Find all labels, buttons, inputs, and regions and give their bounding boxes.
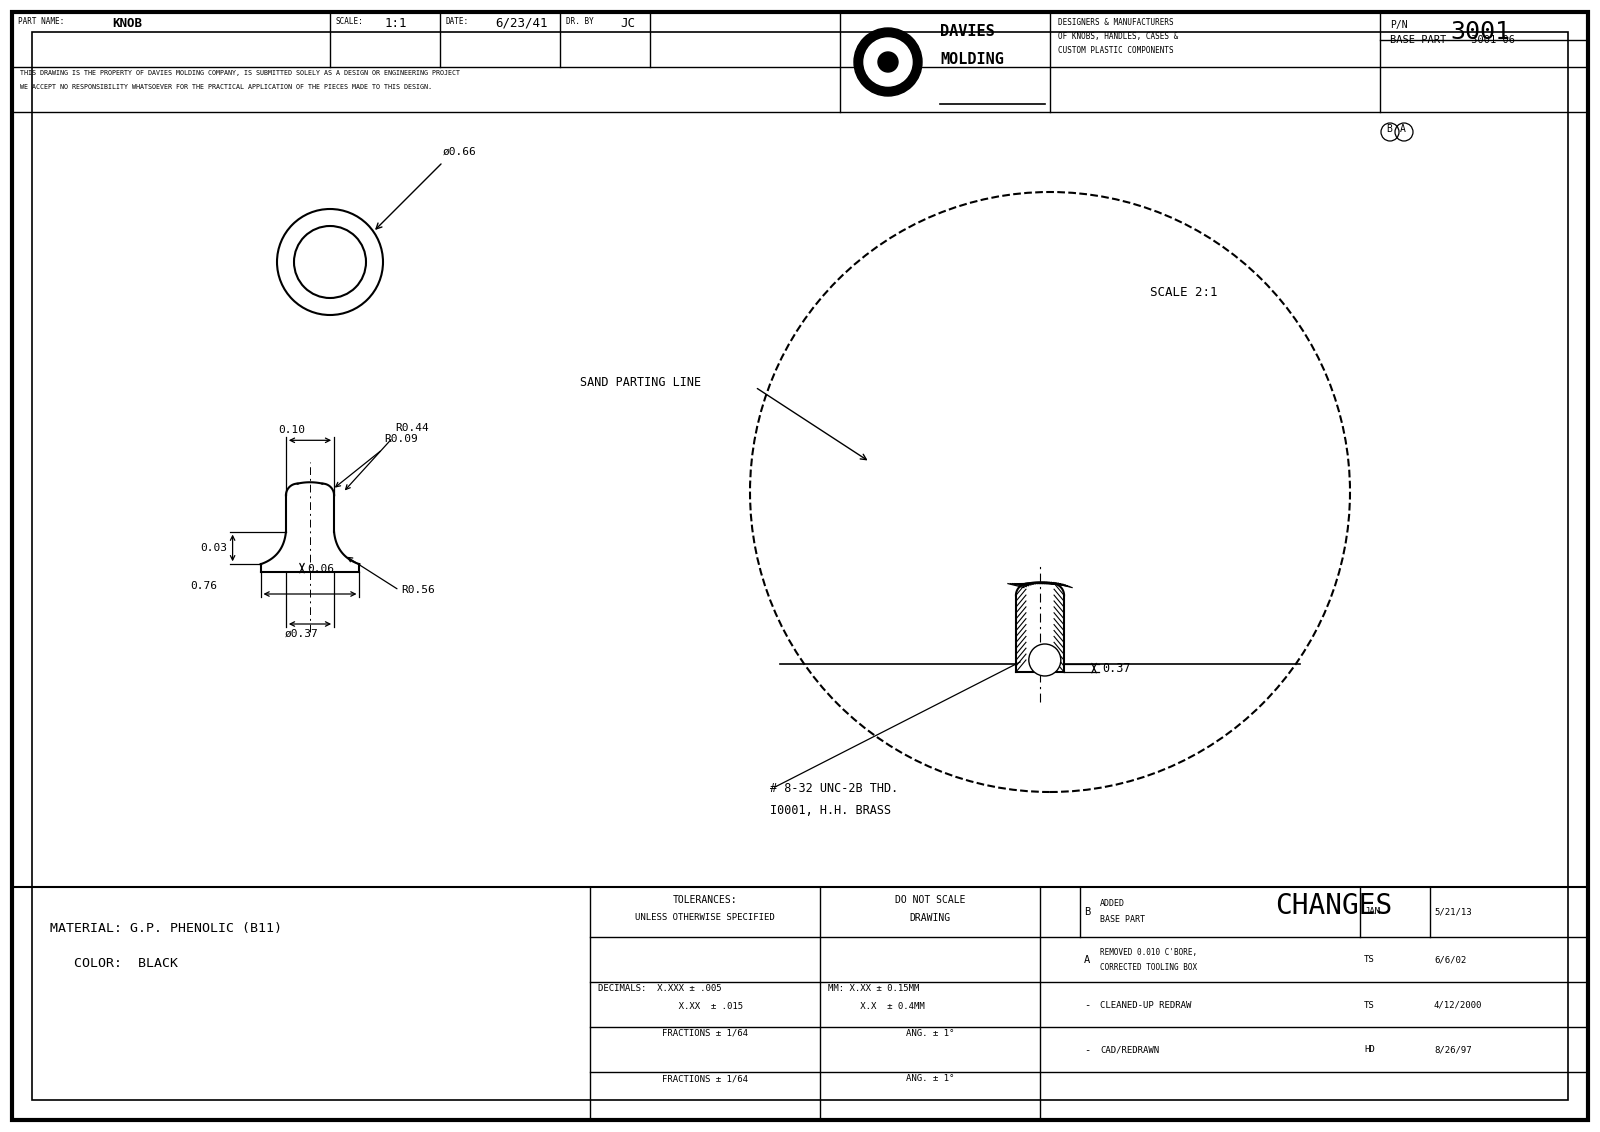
Text: BASE PART: BASE PART xyxy=(1101,916,1146,925)
Text: TOLERANCES:: TOLERANCES: xyxy=(672,895,738,904)
Text: R0.56: R0.56 xyxy=(402,585,435,595)
Text: MM: X.XX ± 0.15MM: MM: X.XX ± 0.15MM xyxy=(829,984,920,993)
Text: TS: TS xyxy=(1363,955,1374,964)
Text: MATERIAL: G.P. PHENOLIC (B11): MATERIAL: G.P. PHENOLIC (B11) xyxy=(50,921,282,935)
Text: CUSTOM PLASTIC COMPONENTS: CUSTOM PLASTIC COMPONENTS xyxy=(1058,46,1174,55)
Text: DECIMALS:  X.XXX ± .005: DECIMALS: X.XXX ± .005 xyxy=(598,984,722,993)
Text: JAM: JAM xyxy=(1363,908,1381,917)
Text: COLOR:  BLACK: COLOR: BLACK xyxy=(50,957,178,970)
Text: 1:1: 1:1 xyxy=(386,17,408,31)
Circle shape xyxy=(854,28,922,96)
Text: A: A xyxy=(1400,125,1406,134)
Circle shape xyxy=(294,226,366,298)
Text: 8/26/97: 8/26/97 xyxy=(1434,1046,1472,1055)
Text: R0.09: R0.09 xyxy=(384,435,418,445)
Text: CORRECTED TOOLING BOX: CORRECTED TOOLING BOX xyxy=(1101,963,1197,972)
Text: FRACTIONS ± 1/64: FRACTIONS ± 1/64 xyxy=(662,1074,749,1083)
Circle shape xyxy=(864,38,912,86)
Text: -: - xyxy=(1085,1045,1090,1055)
Text: SCALE:: SCALE: xyxy=(336,17,363,26)
Text: ø0.66: ø0.66 xyxy=(443,147,477,157)
Text: 0.03: 0.03 xyxy=(200,543,227,554)
Text: X.X  ± 0.4MM: X.X ± 0.4MM xyxy=(829,1002,925,1011)
Text: WE ACCEPT NO RESPONSIBILITY WHATSOEVER FOR THE PRACTICAL APPLICATION OF THE PIEC: WE ACCEPT NO RESPONSIBILITY WHATSOEVER F… xyxy=(19,84,432,91)
Text: 0.76: 0.76 xyxy=(190,581,218,591)
Text: DESIGNERS & MANUFACTURERS: DESIGNERS & MANUFACTURERS xyxy=(1058,18,1174,27)
Text: A: A xyxy=(1042,655,1048,664)
Text: ø0.37: ø0.37 xyxy=(285,629,318,638)
Text: PART NAME:: PART NAME: xyxy=(18,17,64,26)
Text: 6/6/02: 6/6/02 xyxy=(1434,955,1466,964)
Text: ADDED: ADDED xyxy=(1101,900,1125,909)
Text: BASE PART    3001-06: BASE PART 3001-06 xyxy=(1390,35,1515,45)
Text: DATE:: DATE: xyxy=(446,17,469,26)
Text: 3001: 3001 xyxy=(1450,20,1510,44)
Text: I0001, H.H. BRASS: I0001, H.H. BRASS xyxy=(770,804,891,817)
Text: REMOVED 0.010 C'BORE,: REMOVED 0.010 C'BORE, xyxy=(1101,947,1197,957)
Text: JC: JC xyxy=(621,17,635,31)
Circle shape xyxy=(1029,644,1061,676)
Text: 6/23/41: 6/23/41 xyxy=(494,17,547,31)
Text: 5/21/13: 5/21/13 xyxy=(1434,908,1472,917)
Circle shape xyxy=(878,52,898,72)
Text: 0.06: 0.06 xyxy=(307,564,334,574)
Text: P/N: P/N xyxy=(1390,20,1408,31)
Text: HD: HD xyxy=(1363,1046,1374,1055)
Text: SCALE 2:1: SCALE 2:1 xyxy=(1150,285,1218,299)
Text: # 8-32 UNC-2B THD.: # 8-32 UNC-2B THD. xyxy=(770,782,898,795)
Text: 0.10: 0.10 xyxy=(278,426,306,436)
Text: FRACTIONS ± 1/64: FRACTIONS ± 1/64 xyxy=(662,1029,749,1038)
Text: 0.37: 0.37 xyxy=(1102,662,1131,676)
Text: UNLESS OTHERWISE SPECIFIED: UNLESS OTHERWISE SPECIFIED xyxy=(635,914,774,921)
Text: B: B xyxy=(1085,907,1090,917)
Text: TS: TS xyxy=(1363,1001,1374,1010)
Text: A: A xyxy=(1085,955,1090,964)
Text: DO NOT SCALE: DO NOT SCALE xyxy=(894,895,965,904)
Text: DAVIES: DAVIES xyxy=(941,24,995,38)
Text: 4/12/2000: 4/12/2000 xyxy=(1434,1001,1482,1010)
Text: ANG. ± 1°: ANG. ± 1° xyxy=(906,1029,954,1038)
Text: THIS DRAWING IS THE PROPERTY OF DAVIES MOLDING COMPANY, IS SUBMITTED SOLELY AS A: THIS DRAWING IS THE PROPERTY OF DAVIES M… xyxy=(19,70,461,76)
Text: DRAWING: DRAWING xyxy=(909,914,950,923)
Text: -: - xyxy=(1085,1000,1090,1010)
Text: SAND PARTING LINE: SAND PARTING LINE xyxy=(579,376,701,388)
Text: B: B xyxy=(1386,125,1392,134)
Text: X.XX  ± .015: X.XX ± .015 xyxy=(598,1002,742,1011)
Text: OF KNOBS, HANDLES, CASES &: OF KNOBS, HANDLES, CASES & xyxy=(1058,32,1178,41)
Circle shape xyxy=(277,209,382,315)
Text: CLEANED-UP REDRAW: CLEANED-UP REDRAW xyxy=(1101,1001,1192,1010)
Text: CAD/REDRAWN: CAD/REDRAWN xyxy=(1101,1046,1158,1055)
Text: ANG. ± 1°: ANG. ± 1° xyxy=(906,1074,954,1083)
Text: KNOB: KNOB xyxy=(112,17,142,31)
Text: CHANGES: CHANGES xyxy=(1275,892,1392,920)
Text: R0.44: R0.44 xyxy=(395,422,429,432)
Text: DR. BY: DR. BY xyxy=(566,17,594,26)
Text: MOLDING: MOLDING xyxy=(941,52,1003,67)
